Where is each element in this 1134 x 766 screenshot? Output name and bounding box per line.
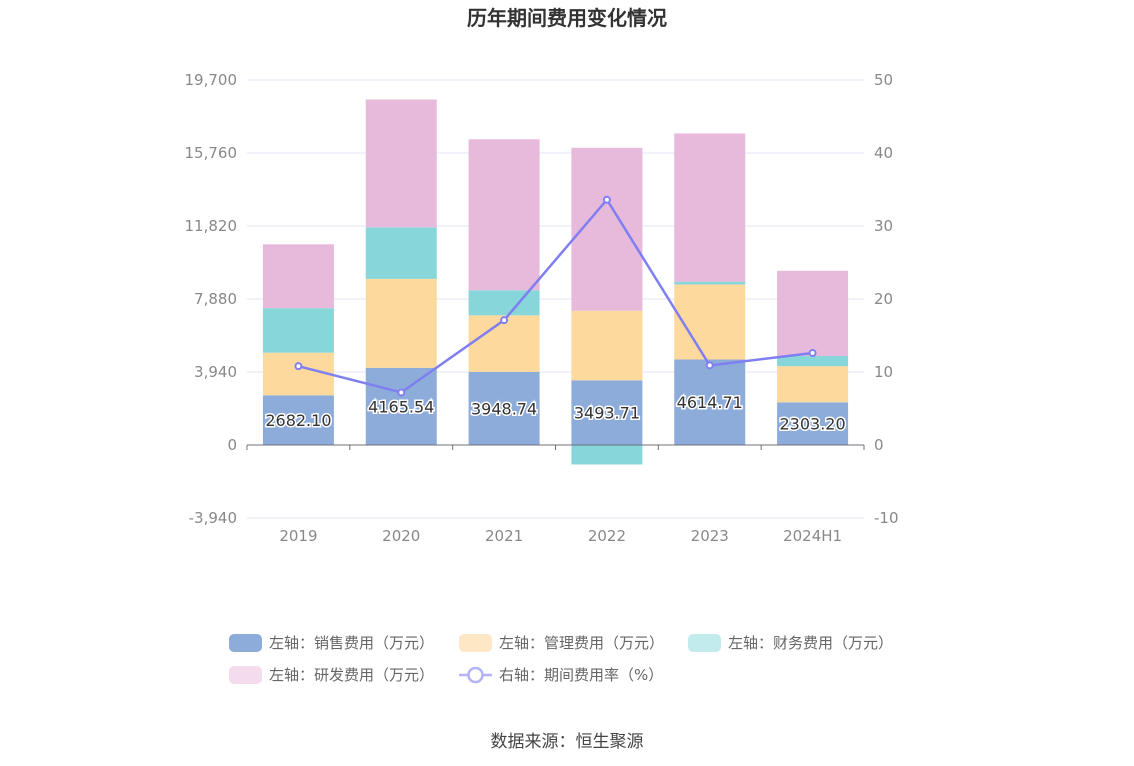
- left-axis: 19,700 15,760 11,820 7,880 3,940 0 -3,940: [185, 71, 238, 527]
- rate-line: [298, 197, 813, 394]
- bar-3-2024H1: [777, 356, 849, 367]
- right-tick-label: 10: [874, 363, 893, 381]
- legend-item-3[interactable]: 左轴：财务费用（万元）: [688, 634, 893, 652]
- left-tick-label: 15,760: [185, 144, 238, 162]
- left-tick-label: -3,940: [189, 509, 237, 527]
- legend-item-1[interactable]: 左轴：销售费用（万元）: [229, 634, 434, 652]
- source-note: 数据来源：恒生聚源: [491, 732, 644, 752]
- legend-label: 左轴：财务费用（万元）: [728, 634, 893, 652]
- legend-swatch-icon: [229, 634, 262, 652]
- bar-3-2022: [571, 445, 643, 465]
- left-tick-label: 0: [227, 436, 237, 454]
- sales-value-label: 3948.74: [471, 399, 537, 418]
- sales-value-label: 4165.54: [368, 397, 434, 416]
- sales-value-label: 2303.20: [779, 415, 845, 434]
- bar-3-2019: [262, 308, 334, 353]
- right-tick-label: 30: [874, 217, 893, 235]
- right-tick-label: -10: [874, 509, 899, 527]
- legend-item-5[interactable]: 右轴：期间费用率（%）: [459, 666, 663, 684]
- left-tick-label: 3,940: [194, 363, 237, 381]
- legend[interactable]: 左轴：销售费用（万元） 左轴：管理费用（万元） 左轴：财务费用（万元） 左轴：研发费用…: [229, 634, 893, 684]
- bar-4-2024H1: [777, 270, 849, 357]
- x-axis: 2019 2020 2021 2022 2023 2024H1: [246, 444, 865, 545]
- right-tick-label: 40: [874, 144, 893, 162]
- x-category-label: 2024H1: [783, 527, 842, 545]
- bar-2-2024H1: [777, 366, 849, 403]
- rate-line-series: [294, 195, 817, 397]
- bar-4-2020: [365, 99, 437, 228]
- bar-4-2023: [674, 133, 746, 282]
- legend-label: 左轴：管理费用（万元）: [499, 634, 664, 652]
- rate-point-2023: [705, 361, 714, 370]
- bar-series: [262, 99, 849, 465]
- legend-swatch-icon: [459, 634, 492, 652]
- rate-point-2020: [397, 388, 406, 397]
- bar-3-2020: [365, 227, 437, 279]
- rate-point-2021: [500, 316, 509, 325]
- bar-2-2022: [571, 310, 643, 381]
- data-labels: 2682.10 4165.54 3948.74 3493.71 4614.71 2303.…: [264, 392, 847, 435]
- legend-label: 右轴：期间费用率（%）: [499, 666, 663, 684]
- x-category-label: 2021: [485, 527, 523, 545]
- bar-4-2021: [468, 139, 540, 291]
- x-category-label: 2023: [691, 527, 729, 545]
- legend-item-4[interactable]: 左轴：研发费用（万元）: [229, 666, 434, 684]
- rate-point-2022: [602, 195, 611, 204]
- legend-label: 左轴：销售费用（万元）: [269, 634, 434, 652]
- bar-2-2021: [468, 315, 540, 372]
- right-tick-label: 50: [874, 71, 893, 89]
- legend-item-2[interactable]: 左轴：管理费用（万元）: [459, 634, 664, 652]
- legend-swatch-icon: [229, 666, 262, 684]
- chart-title: 历年期间费用变化情况: [467, 6, 667, 30]
- bar-4-2019: [262, 244, 334, 309]
- left-tick-label: 11,820: [185, 217, 238, 235]
- right-tick-label: 20: [874, 290, 893, 308]
- right-axis: 50 40 30 20 10 0 -10: [874, 71, 899, 527]
- right-tick-label: 0: [874, 436, 884, 454]
- bar-1-2021: [468, 371, 540, 445]
- rate-point-2024H1: [808, 349, 817, 358]
- bar-1-2019: [262, 395, 334, 445]
- legend-label: 左轴：研发费用（万元）: [269, 666, 434, 684]
- legend-swatch-icon: [688, 634, 721, 652]
- x-category-label: 2020: [382, 527, 420, 545]
- bar-1-2024H1: [777, 402, 849, 445]
- bar-3-2023: [674, 281, 746, 285]
- rate-point-2019: [294, 362, 303, 371]
- sales-value-label: 2682.10: [265, 411, 331, 430]
- grid-lines: [247, 79, 864, 519]
- x-category-label: 2019: [279, 527, 317, 545]
- bar-2-2023: [674, 284, 746, 360]
- bar-1-2022: [571, 380, 643, 445]
- bar-1-2023: [674, 359, 746, 445]
- bar-3-2021: [468, 290, 540, 316]
- x-category-label: 2022: [588, 527, 626, 545]
- sales-value-label: 3493.71: [574, 404, 640, 423]
- bar-2-2019: [262, 352, 334, 396]
- left-tick-label: 19,700: [185, 71, 238, 89]
- bar-2-2020: [365, 278, 437, 368]
- legend-marker-icon: [467, 666, 484, 684]
- sales-value-label: 4614.71: [677, 393, 743, 412]
- left-tick-label: 7,880: [194, 290, 237, 308]
- bar-1-2020: [365, 367, 437, 445]
